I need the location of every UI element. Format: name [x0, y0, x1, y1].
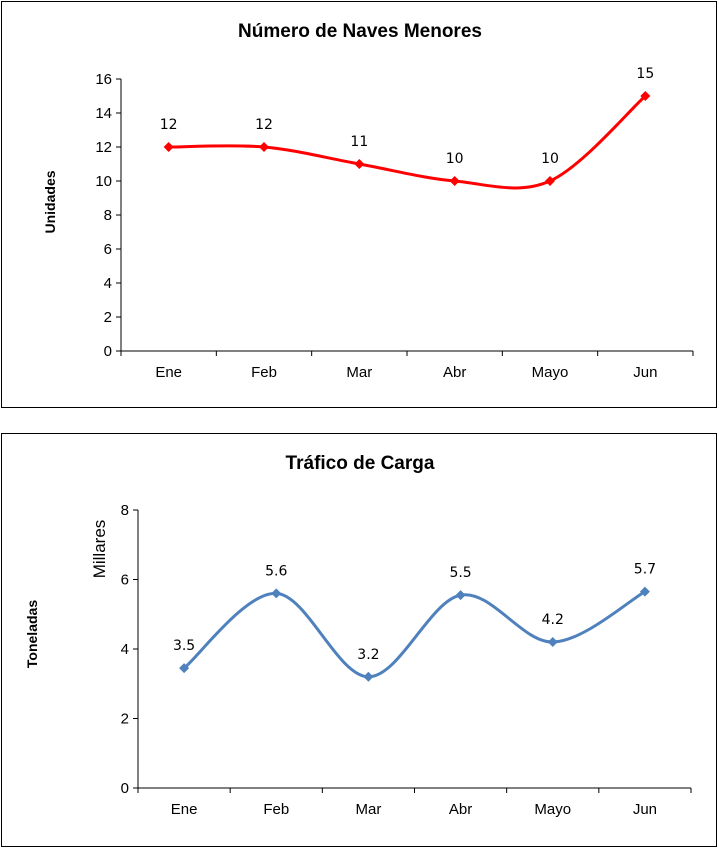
data-label: 10 [541, 151, 559, 167]
y-tick-label: 2 [121, 711, 129, 728]
y-tick-label: 8 [104, 207, 112, 224]
x-tick-label: Ene [155, 364, 182, 381]
data-label: 5.7 [634, 562, 656, 578]
data-label: 11 [350, 134, 368, 150]
data-label: 4.2 [542, 612, 564, 628]
x-tick-label: Ene [171, 801, 198, 818]
data-point-marker [640, 91, 651, 101]
y-axis-unit-label: Millares [90, 520, 109, 579]
chart-trafico-carga: Tráfico de Carga Toneladas Millares 0 2 4 6… [24, 453, 692, 818]
x-tick-label: Mar [346, 364, 372, 381]
data-label: 12 [255, 117, 273, 133]
series-line [183, 590, 646, 679]
y-axis-label: Unidades [42, 170, 58, 233]
y-tick-label: 0 [121, 780, 129, 797]
x-tick-label: Jun [633, 801, 657, 818]
data-label: 12 [160, 117, 178, 133]
x-tick-label: Abr [449, 801, 472, 818]
y-tick-label: 8 [121, 502, 129, 519]
chart-naves-menores: Número de Naves Menores Unidades 0 2 4 6 8 10… [42, 21, 694, 381]
y-tick-label: 6 [104, 241, 112, 258]
y-tick-label: 14 [95, 105, 112, 122]
x-tick-label: Feb [263, 801, 289, 818]
chart-title: Tráfico de Carga [286, 453, 435, 474]
data-point-marker [455, 590, 466, 601]
x-tick-label: Mayo [532, 364, 569, 381]
data-point-marker [271, 588, 282, 599]
data-label: 5.5 [449, 565, 471, 581]
data-point-marker [163, 142, 174, 152]
chart-panel-carga: Tráfico de Carga Toneladas Millares 0 2 4 6… [1, 433, 717, 847]
data-point-marker [179, 663, 190, 674]
x-tick-label: Jun [633, 364, 657, 381]
chart-title: Número de Naves Menores [238, 21, 482, 42]
y-tick-label: 4 [121, 641, 129, 658]
series-line [168, 94, 647, 190]
x-tick-label: Feb [251, 364, 277, 381]
data-point-marker [545, 176, 555, 186]
data-point-marker [363, 671, 374, 682]
y-tick-label: 6 [121, 572, 129, 589]
data-point-marker [259, 142, 269, 152]
y-tick-label: 4 [104, 275, 112, 292]
data-label: 5.6 [265, 563, 287, 579]
y-tick-label: 16 [95, 71, 112, 88]
data-point-marker [354, 159, 365, 169]
data-point-marker [449, 176, 460, 186]
data-point-marker [639, 586, 650, 597]
x-tick-label: Abr [443, 364, 466, 381]
y-tick-label: 0 [104, 343, 112, 360]
chart-panel-naves: Número de Naves Menores Unidades 0 2 4 6 8 10… [1, 1, 717, 408]
data-label: 10 [446, 151, 464, 167]
y-tick-label: 12 [95, 139, 112, 156]
x-tick-label: Mayo [534, 801, 571, 818]
y-axis-label: Toneladas [24, 600, 40, 668]
data-point-marker [547, 637, 558, 648]
y-tick-label: 10 [95, 173, 112, 190]
data-label: 15 [636, 66, 654, 82]
data-label: 3.2 [357, 647, 379, 663]
y-tick-label: 2 [104, 309, 112, 326]
data-label: 3.5 [173, 638, 195, 654]
x-tick-label: Mar [355, 801, 381, 818]
